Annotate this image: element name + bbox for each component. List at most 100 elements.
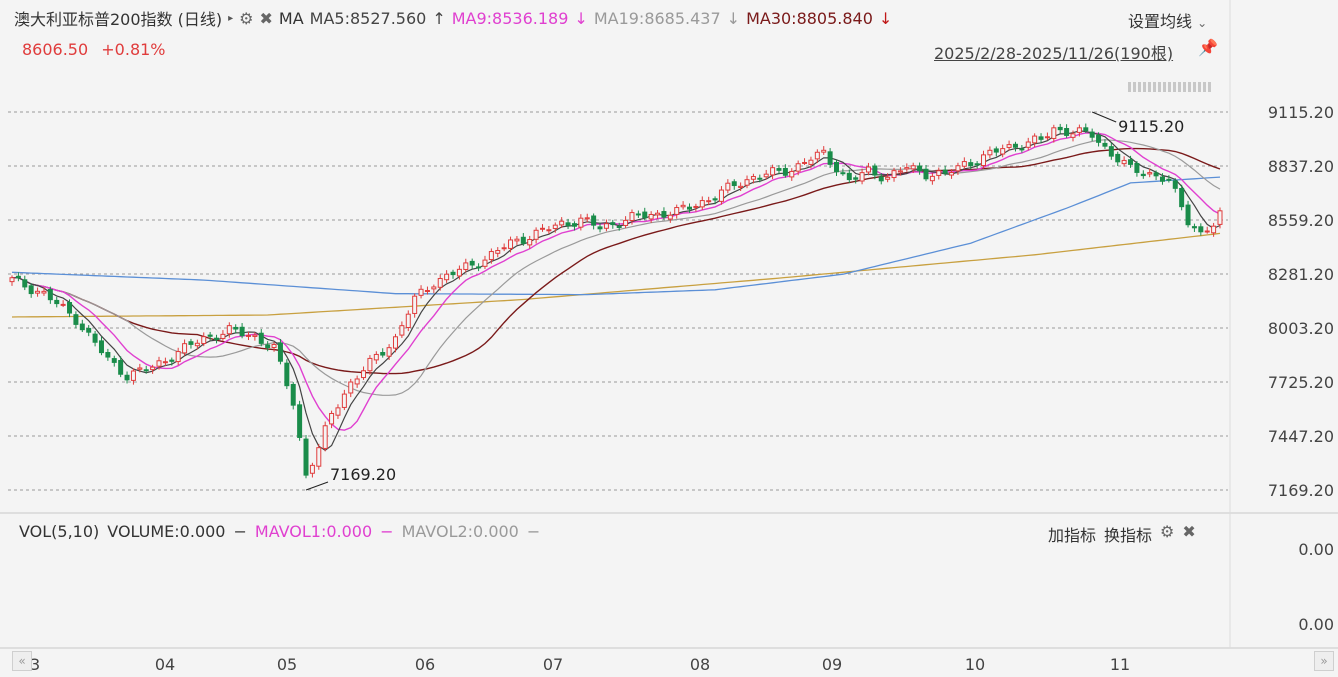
date-range[interactable]: 2025/2/28-2025/11/26(190根) [934,44,1174,63]
candle-body [750,176,756,180]
candle [1147,168,1153,178]
candle [284,359,290,390]
candle [1064,124,1070,138]
candle-body [789,170,795,178]
candle-body [354,378,360,385]
candle-body [539,227,545,230]
candle-body [9,277,15,283]
candle [373,351,379,364]
ma19-line [11,139,1221,396]
add-indicator-button[interactable]: 加指标 [1048,526,1097,545]
candle [67,299,73,318]
candle-body [444,273,450,281]
candle [341,389,347,411]
candle-body [412,295,418,314]
candle [175,347,181,366]
y-tick-label: 9115.20 [1268,103,1334,122]
ma9-line [11,132,1221,431]
candle [1140,170,1146,179]
candle-body [482,259,488,267]
candle-body [623,219,629,226]
candle [520,233,526,246]
candle [245,331,251,341]
candle-body [929,175,935,182]
pin-icon[interactable]: 📌 [1198,38,1218,57]
candle [993,146,999,157]
gear-icon[interactable]: ⚙ [1160,522,1175,541]
candle [1204,226,1210,234]
candle [795,160,801,176]
volume-y-axis: 0.00 0.00 [1298,540,1334,634]
ma9-value: MA9:8536.189 [451,8,569,28]
candle-body [316,447,322,467]
candle [437,274,443,291]
candle-body [1211,225,1217,234]
candle-body [22,279,28,288]
candle-body [731,181,737,187]
candle [92,330,98,347]
candle-body [456,268,462,277]
ma-settings-button[interactable]: 设置均线 ⌄ [1128,8,1207,32]
candle [1057,123,1063,134]
x-tick-label: 11 [1110,655,1130,674]
candle-body [41,290,47,294]
candle-body [258,332,264,344]
candle-body [386,347,392,357]
candle [821,146,827,155]
blue-ma-line [11,176,1221,296]
candle-body [392,336,398,349]
candle-body [341,393,347,408]
chart-grid [0,0,1338,649]
scroll-right-button[interactable]: » [1314,651,1334,671]
candle-body [1038,136,1044,140]
candle-body [1166,178,1172,181]
candle-body [1172,180,1178,189]
candle-body [955,165,961,172]
candle [220,330,226,341]
candle [987,146,993,159]
candle [456,265,462,280]
close-icon[interactable]: ✖ [259,8,273,28]
drag-handle-icon[interactable] [1128,82,1212,92]
mavol1-value: MAVOL1:0.000 [254,522,373,541]
candle-body [565,222,571,227]
candle-body [194,342,200,347]
candle [309,462,315,478]
candle-body [514,238,520,242]
scroll-left-button[interactable]: « [12,651,32,671]
candle-body [105,351,111,358]
candle-body [802,161,808,164]
candle [1179,184,1185,211]
switch-indicator-button[interactable]: 换指标 [1104,526,1153,545]
candle [207,331,213,341]
caret-right-icon[interactable]: ▸ [228,12,234,24]
candle [897,167,903,176]
candle-body [699,200,705,208]
candle [981,150,987,169]
candle-body [808,159,814,165]
candle-body [680,204,686,208]
candle-body [968,162,974,167]
candle [386,344,392,361]
ma30-line [11,147,1221,375]
candle-body [476,266,482,269]
candle-body [949,172,955,176]
candle-body [642,211,648,219]
candle-body [827,151,833,165]
candle [1070,130,1076,142]
candle-body [98,340,104,354]
gear-icon[interactable]: ⚙ [239,8,254,28]
candle-body [552,224,558,229]
low-label: 7169.20 [330,465,396,484]
candle-body [1032,135,1038,144]
candle [533,227,539,244]
close-icon[interactable]: ✖ [1182,522,1196,541]
candle [642,207,648,221]
chart-title[interactable]: 澳大利亚标普200指数 (日线) [14,10,223,29]
candle-body [859,172,865,182]
candle-body [853,177,859,180]
candle-body [1153,172,1159,177]
candle-body [54,299,60,305]
price-line: 8606.50 +0.81% [22,40,166,59]
